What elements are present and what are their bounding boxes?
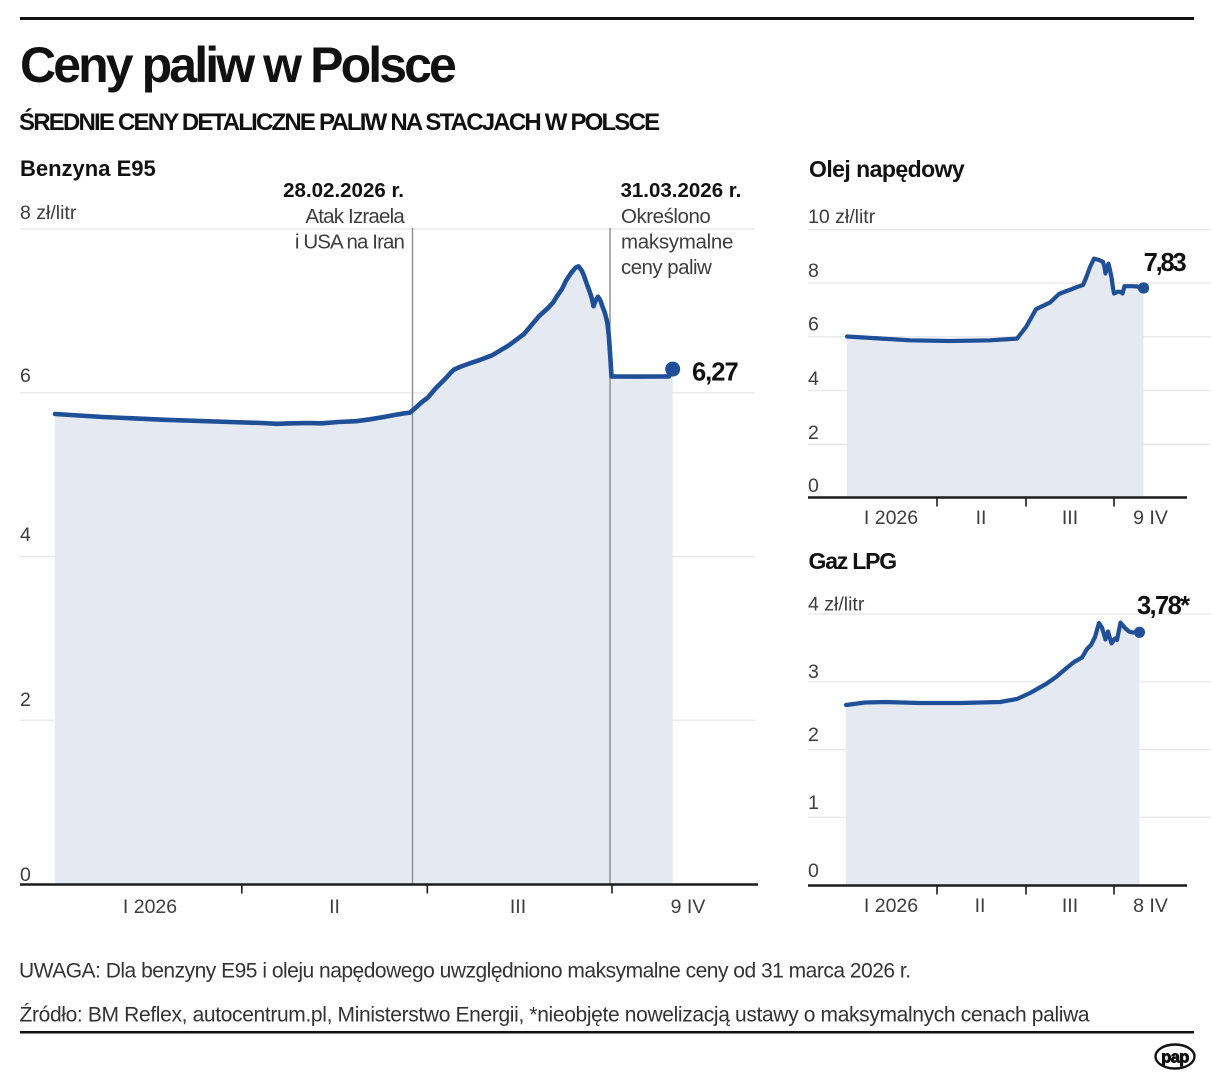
svg-text:III: III [510, 896, 526, 918]
svg-text:8 IV: 8 IV [1133, 895, 1168, 917]
svg-text:UWAGA: Dla benzyny E95 i oleju: UWAGA: Dla benzyny E95 i oleju napędoweg… [19, 960, 911, 983]
svg-text:II: II [976, 507, 987, 529]
svg-text:7,83: 7,83 [1144, 249, 1187, 277]
svg-text:III: III [1062, 507, 1078, 529]
svg-text:10 zł/litr: 10 zł/litr [808, 206, 876, 228]
svg-text:I 2026: I 2026 [864, 895, 918, 917]
svg-text:9 IV: 9 IV [1133, 507, 1168, 529]
svg-text:2: 2 [20, 689, 31, 711]
svg-text:1: 1 [808, 792, 819, 814]
svg-text:0: 0 [808, 860, 819, 882]
svg-text:Atak Izraela: Atak Izraela [305, 205, 405, 228]
svg-text:6: 6 [20, 365, 31, 387]
svg-text:2: 2 [808, 422, 819, 444]
svg-text:ceny paliw: ceny paliw [621, 256, 712, 279]
svg-text:III: III [1062, 895, 1078, 917]
svg-text:I 2026: I 2026 [864, 507, 918, 529]
svg-text:3: 3 [808, 661, 819, 683]
svg-text:i USA na Iran: i USA na Iran [295, 231, 405, 254]
svg-text:0: 0 [20, 864, 31, 886]
svg-text:Źródło: BM Reflex, autocentrum: Źródło: BM Reflex, autocentrum.pl, Minis… [20, 1004, 1090, 1027]
svg-text:I 2026: I 2026 [123, 896, 177, 918]
svg-text:6: 6 [808, 314, 819, 336]
svg-text:pap: pap [1161, 1049, 1189, 1067]
svg-text:8: 8 [808, 260, 819, 282]
svg-text:2: 2 [808, 724, 819, 746]
svg-text:Określono: Określono [621, 205, 710, 228]
svg-text:Olej napędowy: Olej napędowy [809, 156, 965, 182]
svg-text:4: 4 [808, 368, 819, 390]
svg-text:maksymalne: maksymalne [621, 231, 733, 254]
svg-text:Benzyna E95: Benzyna E95 [20, 156, 156, 181]
svg-text:31.03.2026 r.: 31.03.2026 r. [621, 179, 742, 202]
svg-text:II: II [975, 895, 986, 917]
svg-text:28.02.2026 r.: 28.02.2026 r. [283, 179, 404, 202]
svg-text:II: II [329, 896, 340, 918]
svg-text:6,27: 6,27 [692, 359, 738, 387]
svg-text:Gaz LPG: Gaz LPG [809, 548, 897, 574]
svg-text:Ceny paliw w Polsce: Ceny paliw w Polsce [20, 37, 456, 93]
svg-text:ŚREDNIE CENY DETALICZNE PALIW: ŚREDNIE CENY DETALICZNE PALIW NA STACJAC… [19, 108, 660, 136]
svg-text:9 IV: 9 IV [671, 896, 706, 918]
svg-text:4 zł/litr: 4 zł/litr [808, 594, 865, 616]
svg-text:4: 4 [20, 524, 31, 546]
svg-text:0: 0 [808, 475, 819, 497]
svg-text:3,78*: 3,78* [1137, 592, 1190, 620]
svg-text:8 zł/litr: 8 zł/litr [20, 202, 77, 224]
